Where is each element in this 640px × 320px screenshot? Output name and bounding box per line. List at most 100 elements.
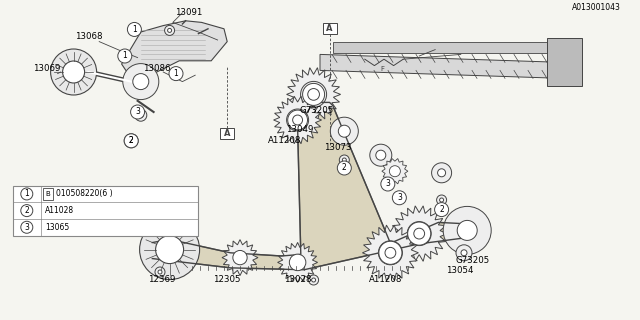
Circle shape	[138, 113, 143, 118]
Text: 13068: 13068	[75, 32, 102, 41]
Circle shape	[339, 125, 350, 137]
Text: 13073: 13073	[324, 143, 351, 152]
Text: A: A	[224, 129, 230, 138]
Text: 3: 3	[135, 108, 140, 116]
Circle shape	[389, 166, 401, 177]
Polygon shape	[333, 42, 563, 53]
Circle shape	[169, 67, 183, 81]
Circle shape	[376, 150, 386, 160]
Circle shape	[156, 236, 184, 264]
Circle shape	[164, 25, 175, 36]
FancyBboxPatch shape	[13, 186, 198, 236]
Polygon shape	[320, 54, 563, 78]
Text: 13086: 13086	[143, 64, 170, 73]
Text: 010508220(6 ): 010508220(6 )	[56, 189, 113, 198]
Circle shape	[133, 74, 149, 90]
Text: A11028: A11028	[45, 206, 74, 215]
Text: 13049: 13049	[286, 125, 313, 134]
Circle shape	[379, 241, 402, 264]
Text: F: F	[380, 66, 384, 72]
Circle shape	[381, 177, 395, 191]
Polygon shape	[287, 68, 340, 121]
Circle shape	[392, 191, 406, 205]
Circle shape	[308, 89, 319, 100]
Circle shape	[168, 28, 172, 32]
Circle shape	[140, 220, 200, 280]
Circle shape	[408, 222, 431, 245]
Circle shape	[131, 105, 145, 119]
Text: A11208: A11208	[268, 136, 301, 145]
Circle shape	[342, 158, 346, 162]
Text: 2: 2	[342, 164, 347, 172]
Circle shape	[289, 254, 306, 271]
Polygon shape	[122, 21, 227, 83]
Text: 1: 1	[132, 25, 137, 34]
Polygon shape	[152, 102, 470, 270]
Text: 1: 1	[173, 69, 179, 78]
Circle shape	[63, 61, 84, 83]
Text: 1: 1	[24, 189, 29, 198]
Circle shape	[233, 251, 247, 265]
Text: 3: 3	[24, 223, 29, 232]
Polygon shape	[278, 243, 317, 282]
Circle shape	[155, 267, 165, 277]
Circle shape	[301, 81, 326, 108]
Circle shape	[436, 195, 447, 205]
Circle shape	[385, 247, 396, 258]
Circle shape	[292, 115, 303, 125]
Circle shape	[287, 109, 308, 131]
Text: A11208: A11208	[369, 276, 402, 284]
FancyBboxPatch shape	[220, 128, 234, 139]
Circle shape	[438, 169, 445, 177]
Circle shape	[123, 64, 159, 100]
Circle shape	[312, 278, 316, 282]
Text: 13065: 13065	[45, 223, 69, 232]
Circle shape	[440, 198, 444, 202]
Circle shape	[339, 155, 349, 165]
Circle shape	[407, 221, 431, 246]
Circle shape	[378, 241, 403, 265]
Text: A013001043: A013001043	[572, 4, 621, 12]
Text: 13028: 13028	[284, 276, 311, 284]
Circle shape	[308, 275, 319, 285]
Circle shape	[330, 117, 358, 145]
Text: B: B	[45, 191, 50, 197]
Text: A: A	[326, 24, 333, 33]
Text: G73205: G73205	[300, 106, 334, 115]
Circle shape	[337, 161, 351, 175]
Circle shape	[124, 134, 138, 148]
Circle shape	[288, 110, 307, 130]
Circle shape	[414, 228, 424, 239]
Text: 2: 2	[129, 136, 134, 145]
Circle shape	[118, 49, 132, 63]
Polygon shape	[274, 96, 322, 144]
Circle shape	[435, 203, 449, 217]
Circle shape	[443, 206, 492, 254]
Text: 2: 2	[439, 205, 444, 214]
Text: G73205: G73205	[455, 256, 490, 265]
Polygon shape	[547, 38, 582, 86]
Circle shape	[158, 270, 162, 274]
Circle shape	[124, 134, 138, 148]
Polygon shape	[222, 240, 258, 276]
Circle shape	[431, 163, 452, 183]
Text: 12305: 12305	[214, 276, 241, 284]
Circle shape	[20, 204, 33, 217]
Text: 3: 3	[385, 180, 390, 188]
Circle shape	[135, 109, 147, 121]
Circle shape	[303, 84, 324, 105]
Circle shape	[370, 144, 392, 166]
Text: 13054: 13054	[446, 266, 473, 275]
Circle shape	[456, 245, 472, 261]
Text: 2: 2	[24, 206, 29, 215]
Circle shape	[461, 250, 467, 256]
FancyBboxPatch shape	[323, 23, 337, 34]
Text: 13069: 13069	[33, 64, 60, 73]
Circle shape	[20, 188, 33, 200]
FancyBboxPatch shape	[43, 188, 52, 200]
Text: 1: 1	[122, 52, 127, 60]
Text: 3: 3	[397, 193, 402, 202]
Text: 2: 2	[129, 136, 134, 145]
Text: 12369: 12369	[148, 276, 175, 284]
Circle shape	[127, 22, 141, 36]
